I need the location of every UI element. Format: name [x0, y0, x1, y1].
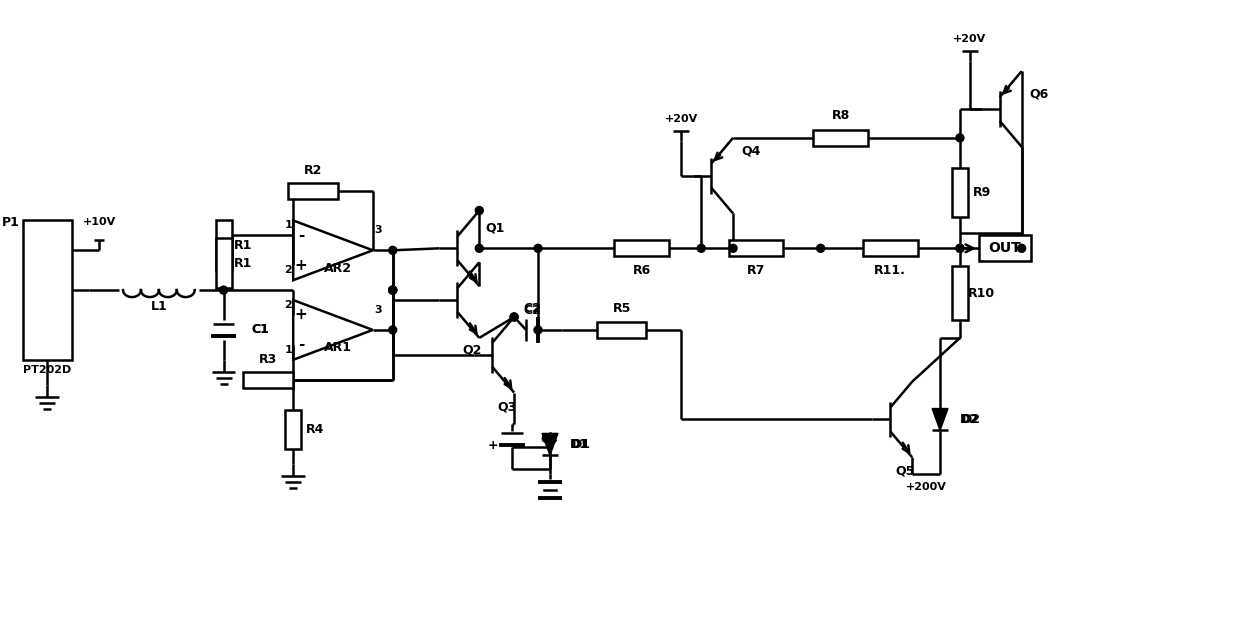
Text: 2: 2: [285, 265, 292, 275]
Text: Q2: Q2: [462, 344, 482, 356]
Text: AR2: AR2: [323, 261, 352, 275]
Circle shape: [957, 245, 964, 252]
Text: R5: R5: [612, 302, 631, 315]
Text: C1: C1: [252, 324, 269, 337]
Circle shape: [957, 134, 964, 142]
Circle shape: [389, 286, 396, 294]
Bar: [952, 266, 968, 320]
Circle shape: [510, 313, 518, 321]
Bar: [979, 235, 1031, 261]
Text: Q6: Q6: [1030, 88, 1049, 100]
Text: D1: D1: [570, 438, 589, 451]
Text: +200V: +200V: [906, 482, 947, 492]
Bar: [952, 167, 968, 218]
Bar: [216, 221, 232, 270]
Text: R8: R8: [831, 110, 850, 122]
Bar: [813, 130, 867, 146]
Text: R9: R9: [973, 186, 991, 199]
Circle shape: [957, 245, 964, 252]
Circle shape: [476, 245, 483, 252]
Text: 3: 3: [374, 305, 382, 315]
Bar: [615, 240, 669, 256]
Text: +: +: [295, 258, 307, 273]
Circle shape: [1017, 245, 1026, 252]
Text: -: -: [299, 337, 305, 352]
Circle shape: [389, 326, 396, 334]
Text: 1: 1: [285, 345, 292, 355]
Circle shape: [698, 245, 705, 252]
Bar: [285, 409, 301, 450]
Circle shape: [389, 246, 396, 255]
Text: +: +: [488, 439, 498, 452]
Text: D1: D1: [572, 438, 591, 451]
Text: R7: R7: [747, 264, 766, 277]
Text: +10V: +10V: [83, 218, 115, 228]
Bar: [862, 240, 918, 256]
Text: Q4: Q4: [741, 144, 761, 157]
Text: +: +: [295, 307, 307, 322]
Circle shape: [729, 245, 737, 252]
Text: +20V: +20V: [664, 114, 698, 124]
Text: C1: C1: [252, 324, 269, 337]
Text: C2: C2: [523, 302, 541, 315]
Bar: [597, 322, 647, 338]
Polygon shape: [932, 409, 948, 430]
Text: R1: R1: [234, 256, 253, 270]
Bar: [22, 221, 72, 360]
Circle shape: [219, 286, 228, 294]
Text: Q5: Q5: [896, 465, 914, 478]
Text: D2: D2: [961, 413, 981, 426]
Text: R2: R2: [304, 164, 322, 177]
Text: D2: D2: [960, 413, 979, 426]
Text: +20V: +20V: [953, 34, 986, 45]
Text: R11.: R11.: [875, 264, 906, 277]
Circle shape: [389, 286, 396, 294]
Circle shape: [476, 206, 483, 214]
Bar: [216, 238, 232, 288]
Text: R1: R1: [234, 239, 253, 252]
Text: 1: 1: [285, 221, 292, 231]
Text: 3: 3: [374, 225, 382, 235]
Circle shape: [389, 286, 396, 294]
Bar: [289, 182, 338, 199]
Text: L1: L1: [150, 300, 167, 312]
Text: C3: C3: [540, 433, 558, 446]
Circle shape: [817, 245, 825, 252]
Text: R4: R4: [306, 423, 325, 436]
Circle shape: [534, 245, 541, 252]
Text: -: -: [299, 228, 305, 243]
Text: R3: R3: [259, 353, 278, 366]
Text: R6: R6: [632, 264, 650, 277]
Text: OUT: OUT: [989, 241, 1021, 255]
Polygon shape: [541, 433, 558, 455]
Text: P1: P1: [1, 216, 20, 229]
Text: C2: C2: [523, 303, 541, 317]
Circle shape: [534, 326, 541, 334]
Circle shape: [510, 313, 518, 321]
Text: R10: R10: [969, 287, 995, 300]
Bar: [243, 372, 294, 387]
Text: Q3: Q3: [497, 400, 517, 413]
Text: PT202D: PT202D: [24, 365, 72, 375]
Text: AR1: AR1: [323, 341, 352, 354]
Text: 2: 2: [285, 300, 292, 310]
Bar: [729, 240, 783, 256]
Text: Q1: Q1: [486, 222, 504, 235]
